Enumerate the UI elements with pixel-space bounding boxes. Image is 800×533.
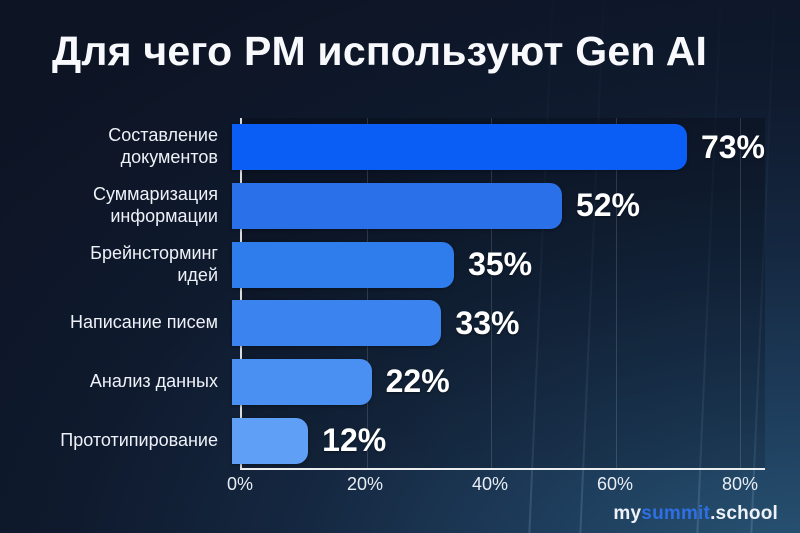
value-label: 22% [385, 363, 450, 400]
bar-track: 22% [232, 358, 765, 405]
gridline-80 [740, 118, 742, 468]
x-tick-label: 0% [226, 474, 254, 494]
x-tick-label: 80% [721, 474, 759, 494]
category-label: Брейнсторминг идей [90, 242, 218, 285]
bar-track: 33% [232, 300, 765, 347]
bar-12 [232, 417, 309, 464]
category-label: Составление документов [108, 125, 218, 168]
watermark-highlight: summit [641, 503, 711, 524]
plot-area [240, 118, 765, 470]
bar-row: Анализ данных 22% [53, 358, 765, 405]
gridline-60 [615, 118, 617, 468]
watermark: mysummit.school [613, 503, 778, 525]
bar-track: 12% [232, 417, 765, 464]
bar-row: Написание писем 33% [53, 300, 765, 347]
bar-22 [232, 358, 372, 405]
bar-row: Составление документов 73% [53, 124, 765, 171]
bar-rows: Составление документов 73% Суммаризация ин… [53, 118, 765, 470]
gridline-20 [366, 118, 368, 468]
category-label: Написание писем [69, 312, 218, 333]
bar-73 [232, 124, 687, 171]
value-label: 73% [700, 128, 765, 165]
bar-33 [232, 300, 442, 347]
gridline-40 [491, 118, 493, 468]
bar-track: 52% [232, 182, 765, 229]
category-label: Анализ данных [89, 370, 218, 391]
bar-52 [232, 182, 562, 229]
bar-row: Прототипирование 12% [53, 417, 765, 464]
x-tick-label: 60% [596, 474, 634, 494]
bar-chart: Составление документов 73% Суммаризация ин… [53, 118, 765, 494]
value-label: 33% [455, 304, 520, 341]
bar-track: 73% [232, 124, 765, 171]
x-tick-label: 20% [346, 474, 384, 494]
value-label: 12% [322, 422, 387, 459]
bar-row: Брейнсторминг идей 35% [53, 241, 765, 288]
bar-row: Суммаризация информации 52% [53, 182, 765, 229]
x-tick-label: 40% [471, 474, 509, 494]
category-label: Суммаризация информации [93, 184, 218, 226]
x-axis-ticks: 0% 20% 40% 60% 80% [227, 474, 765, 498]
value-label: 35% [468, 246, 533, 283]
bar-track: 35% [232, 241, 765, 288]
page-title: Для чего PM используют Gen AI [52, 28, 708, 74]
value-label: 52% [575, 187, 640, 224]
bar-35 [232, 241, 455, 288]
watermark-prefix: my [613, 503, 642, 524]
watermark-suffix: .school [710, 503, 778, 524]
category-label: Прототипирование [60, 429, 218, 450]
